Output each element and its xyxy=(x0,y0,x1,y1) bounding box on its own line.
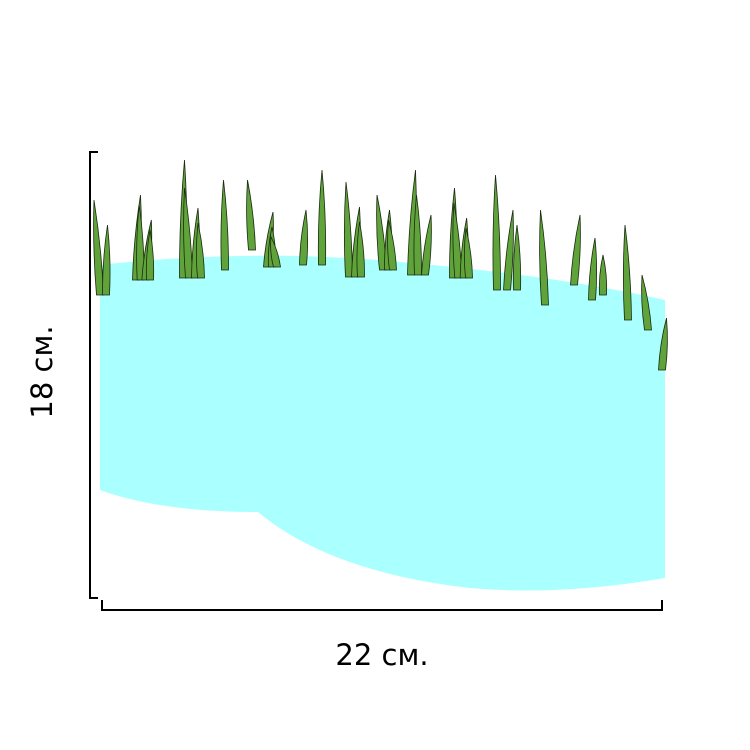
grass-blade xyxy=(270,235,281,268)
grass-blade xyxy=(317,169,327,266)
height-bracket xyxy=(89,151,98,599)
grass-blade xyxy=(421,214,432,276)
grass-blade xyxy=(220,179,229,271)
grass-blade xyxy=(641,274,652,331)
grass xyxy=(93,159,668,371)
grass-blade xyxy=(387,219,397,271)
grass-blade xyxy=(588,237,598,301)
pond xyxy=(100,255,665,591)
grass-blade xyxy=(658,317,668,371)
grass-blade xyxy=(246,179,256,251)
height-label: 18 см. xyxy=(25,325,59,418)
grass-blade xyxy=(356,221,365,278)
grass-blade xyxy=(413,194,422,276)
grass-blade xyxy=(539,209,549,306)
grass-blade xyxy=(598,254,608,296)
grass-blade xyxy=(145,229,155,281)
grass-blade xyxy=(195,222,205,279)
grass-blade xyxy=(463,227,473,279)
width-label: 22 см. xyxy=(335,638,428,672)
grass-blade xyxy=(299,209,309,266)
grass-blade xyxy=(622,224,632,321)
grass-blade xyxy=(512,224,522,291)
grass-blade xyxy=(102,224,111,296)
width-bracket xyxy=(101,600,663,611)
grass-blade xyxy=(93,199,104,296)
grass-blade xyxy=(183,187,193,279)
grass-blade xyxy=(492,174,501,291)
grass-blade xyxy=(503,209,514,291)
grass-blade xyxy=(570,214,581,286)
grass-blade xyxy=(343,181,353,278)
